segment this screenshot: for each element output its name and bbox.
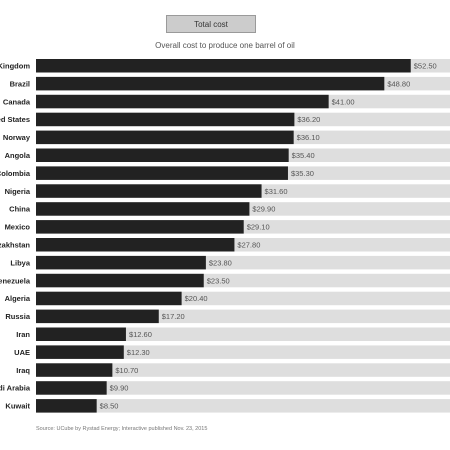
- country-label: Libya: [10, 258, 30, 267]
- chart-title: Overall cost to produce one barrel of oi…: [155, 41, 295, 50]
- country-label: Brazil: [10, 79, 30, 88]
- value-label: $23.80: [209, 258, 232, 267]
- bar-norway[interactable]: [36, 130, 294, 145]
- bar-canada[interactable]: [36, 94, 329, 109]
- country-label: Russia: [5, 312, 30, 321]
- value-label: $48.80: [387, 79, 410, 88]
- bar-kuwait[interactable]: [36, 399, 97, 413]
- bar-angola[interactable]: [36, 148, 289, 163]
- value-label: $52.50: [414, 61, 437, 70]
- country-label: Angola: [5, 151, 31, 160]
- country-label: Colombia: [0, 169, 31, 178]
- bar-russia[interactable]: [36, 309, 159, 324]
- bar-track: [36, 381, 450, 395]
- value-label: $35.40: [292, 151, 315, 160]
- country-label: Mexico: [5, 223, 31, 232]
- bar-track: [36, 345, 450, 359]
- bar-kazakhstan[interactable]: [36, 238, 235, 252]
- country-label: China: [9, 205, 31, 214]
- country-label: Venezuela: [0, 276, 31, 285]
- value-label: $31.60: [265, 187, 288, 196]
- country-label: United States: [0, 115, 30, 124]
- value-label: $10.70: [115, 366, 138, 375]
- total-cost-tab[interactable]: Total cost: [166, 15, 256, 33]
- country-label: Saudi Arabia: [0, 384, 31, 393]
- bar-venezuela[interactable]: [36, 273, 204, 288]
- bar-iraq[interactable]: [36, 363, 113, 377]
- value-label: $27.80: [237, 240, 260, 249]
- value-label: $23.50: [207, 276, 230, 285]
- value-label: $12.30: [127, 348, 150, 357]
- bar-algeria[interactable]: [36, 291, 182, 306]
- bar-libya[interactable]: [36, 255, 206, 270]
- value-label: $8.50: [100, 402, 119, 411]
- bar-brazil[interactable]: [36, 76, 385, 91]
- value-label: $12.60: [129, 330, 152, 339]
- country-label: Iraq: [16, 366, 30, 375]
- bar-saudi-arabia[interactable]: [36, 381, 107, 395]
- bar-track: [36, 363, 450, 377]
- country-label: Algeria: [5, 294, 31, 303]
- bar-mexico[interactable]: [36, 220, 244, 234]
- country-label: Canada: [3, 97, 31, 106]
- country-label: Norway: [3, 133, 31, 142]
- value-label: $29.10: [247, 223, 270, 232]
- country-label: Iran: [16, 330, 30, 339]
- value-label: $36.20: [297, 115, 320, 124]
- country-label: Nigeria: [5, 187, 31, 196]
- value-label: $35.30: [291, 169, 314, 178]
- bar-colombia[interactable]: [36, 166, 288, 180]
- source-note: Source: UCube by Rystad Energy; Interact…: [36, 426, 208, 432]
- bar-china[interactable]: [36, 202, 250, 216]
- value-label: $17.20: [162, 312, 185, 321]
- bar-united-states[interactable]: [36, 112, 295, 127]
- country-label: United Kingdom: [0, 61, 30, 70]
- country-label: Kazakhstan: [0, 240, 30, 249]
- bar-track: [36, 399, 450, 413]
- value-label: $20.40: [185, 294, 208, 303]
- country-label: UAE: [14, 348, 30, 357]
- value-label: $36.10: [297, 133, 320, 142]
- value-label: $41.00: [332, 97, 355, 106]
- country-label: Kuwait: [5, 402, 30, 411]
- bar-iran[interactable]: [36, 327, 126, 342]
- value-label: $9.90: [110, 384, 129, 393]
- bar-nigeria[interactable]: [36, 184, 262, 198]
- bar-track: [36, 327, 450, 341]
- bar-uae[interactable]: [36, 345, 124, 359]
- value-label: $29.90: [252, 205, 275, 214]
- bar-united-kingdom[interactable]: [36, 59, 411, 73]
